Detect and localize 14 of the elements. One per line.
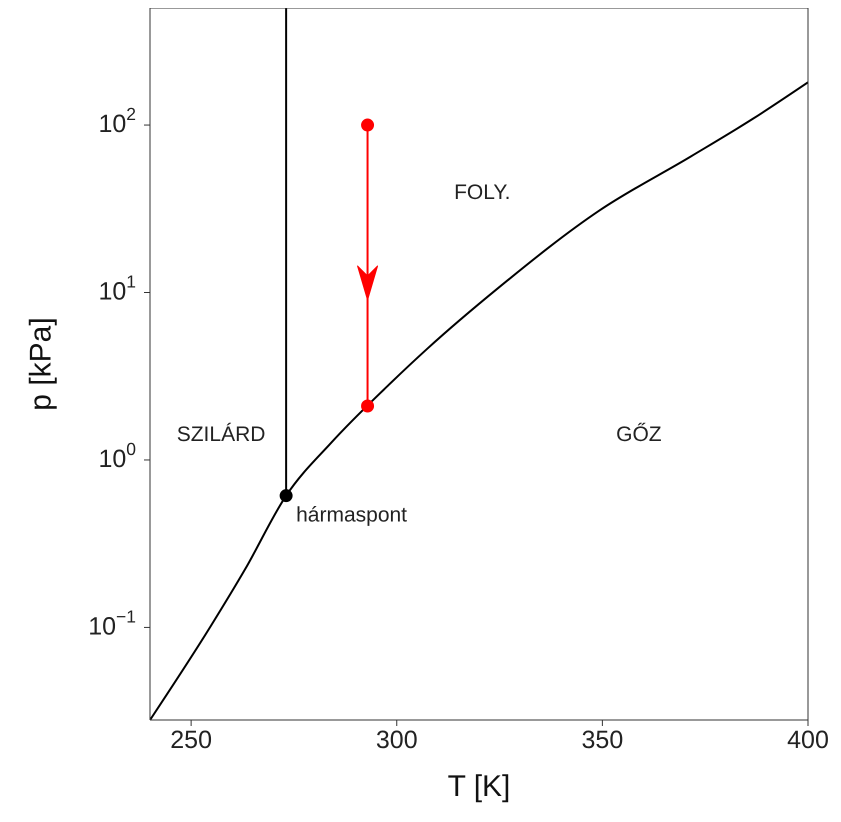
annotation: SZILÁRD <box>176 422 266 446</box>
annotation: GŐZ <box>616 422 662 446</box>
y-tick-label: 10$^{2}$ <box>98 104 136 138</box>
y-tick-label: 10$^{−1}$ <box>88 606 136 640</box>
y-tick-label: 10$^{0}$ <box>98 438 136 473</box>
x-tick-label: 350 <box>582 726 624 754</box>
x-axis-title: T [K] <box>448 770 510 803</box>
y-axis-title: p [kPa] <box>24 317 58 411</box>
x-tick-label: 250 <box>170 726 212 754</box>
x-tick-label: 300 <box>376 726 418 754</box>
x-tick-label: 400 <box>787 726 829 754</box>
annotation: hármaspont <box>296 504 408 527</box>
y-tick-label: 10$^{1}$ <box>98 271 136 306</box>
annotation: FOLY. <box>454 180 510 204</box>
